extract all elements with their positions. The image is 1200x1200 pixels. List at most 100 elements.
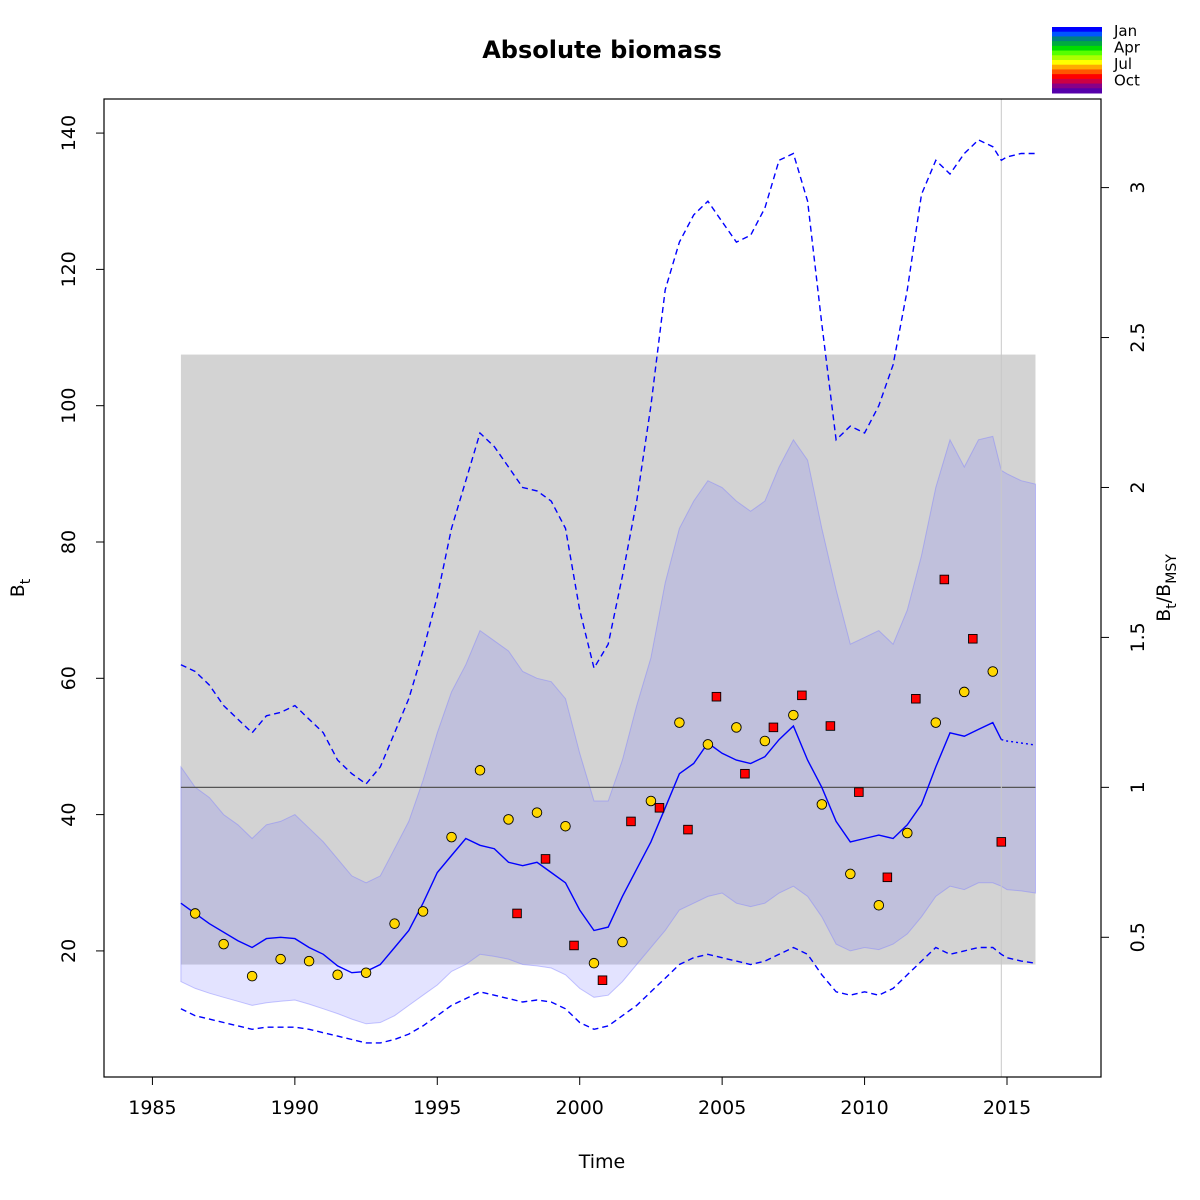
y-tick-label: 60 — [58, 666, 80, 690]
y2-label-num-sub: t — [1164, 603, 1180, 609]
x-tick-label: 2000 — [556, 1097, 604, 1119]
x-tick-label: 1990 — [271, 1097, 319, 1119]
obs-index2-point — [654, 803, 665, 813]
series-lines-layer — [180, 99, 1036, 1077]
x-tick-label: 1995 — [413, 1097, 461, 1119]
y2-label-den: B — [1153, 584, 1175, 597]
obs-index1-point — [702, 739, 714, 750]
ci-band-layer — [180, 435, 1036, 1025]
obs-index2-point — [854, 787, 864, 797]
obs-index1-point — [816, 799, 828, 810]
obs-index1-point — [987, 666, 999, 677]
obs-index1-point — [303, 955, 315, 967]
y2-tick-label: 2 — [1127, 481, 1149, 493]
legend-swatch — [1052, 41, 1102, 47]
ci-band — [180, 435, 1036, 1025]
obs-index1-point — [588, 957, 600, 969]
obs-index1-point — [788, 709, 799, 721]
obs-index1-point — [902, 827, 913, 839]
x-axis-label: Time — [578, 1151, 626, 1173]
y2-tick-label: 0.5 — [1127, 922, 1149, 952]
legend-label: Apr — [1114, 39, 1141, 57]
legend-swatch — [1052, 50, 1102, 56]
obs-index2-point — [797, 690, 807, 701]
obs-index2-point — [740, 768, 750, 779]
y-tick-label: 140 — [58, 115, 80, 151]
obs-index1-point — [503, 814, 514, 825]
obs-index1-point — [873, 900, 885, 911]
legend-swatch — [1052, 60, 1102, 66]
y2-axis-label: Bt/BMSY — [1153, 554, 1180, 622]
obs-index1-point — [560, 820, 571, 832]
y2-label-num: B — [1153, 609, 1175, 622]
bmsy-ci-rect — [180, 354, 1036, 965]
legend-swatch — [1052, 27, 1102, 33]
estimate-line — [180, 721, 1002, 974]
obs-index1-point — [446, 831, 457, 843]
y2-tick-label: 2.5 — [1127, 322, 1149, 352]
ci-lower-line — [180, 946, 1036, 1044]
obs-index1-point — [959, 686, 970, 698]
obs-index2-point — [939, 574, 950, 585]
x-axis: 1985 1990 1995 2000 2005 2010 2015 — [128, 1076, 1031, 1119]
obs-index1-point — [332, 969, 343, 981]
obs-index2-point — [996, 837, 1007, 847]
legend-label: Jul — [1113, 55, 1132, 73]
legend-swatch — [1052, 78, 1102, 85]
obs-index2-point — [626, 816, 636, 827]
legend-swatch — [1052, 55, 1102, 61]
obs-index1-point — [246, 970, 258, 982]
x-tick-label: 1985 — [128, 1097, 176, 1119]
y2-axis: 0.5 1 1.5 2 2.5 3 — [1100, 182, 1149, 952]
y2-label-den-sub: MSY — [1164, 554, 1180, 584]
chart-title: Absolute biomass — [482, 36, 722, 64]
y-axis-label-sub: t — [18, 578, 34, 584]
y2-tick-label: 1 — [1127, 781, 1149, 793]
legend-swatch — [1052, 83, 1102, 89]
y2-tick-label: 1.5 — [1127, 622, 1149, 652]
obs-index1-point — [531, 807, 543, 818]
obs-index2-point — [711, 691, 722, 702]
y-tick-label: 80 — [58, 530, 80, 554]
x-tick-label: 2005 — [698, 1097, 746, 1119]
y2-label-slash: / — [1153, 596, 1175, 603]
obs-index1-point — [389, 918, 400, 929]
y2-tick-label: 3 — [1127, 182, 1149, 194]
obs-index1-point — [674, 717, 685, 728]
legend-swatch — [1052, 64, 1102, 70]
y-tick-label: 40 — [58, 803, 80, 827]
x-tick-label: 2010 — [840, 1097, 888, 1119]
obs-index2-point — [911, 693, 921, 704]
obs-index1-point — [474, 765, 486, 776]
obs-index1-point — [189, 908, 201, 919]
legend-swatch — [1052, 36, 1102, 42]
obs-index1-point — [275, 953, 286, 965]
legend-swatch — [1052, 31, 1102, 37]
obs-index1-point — [845, 868, 856, 880]
obs-index2-point — [882, 872, 893, 883]
legend-swatch — [1052, 88, 1102, 94]
y-tick-label: 120 — [58, 251, 80, 287]
legend-swatch — [1052, 45, 1102, 52]
obs-index1-point — [417, 906, 429, 917]
obs-index2-point — [512, 908, 522, 919]
bmsy-ci-rect-layer — [180, 354, 1036, 965]
x-tick-label: 2015 — [983, 1097, 1031, 1119]
obs-index2-point — [968, 634, 978, 644]
obs-index2-point — [597, 975, 608, 985]
obs-index1-point — [930, 717, 942, 728]
obs-index1-point — [218, 938, 229, 950]
y-axis: 20 40 60 80 100 120 140 — [58, 115, 105, 963]
obs-index1-point — [617, 936, 628, 948]
obs-index2-point — [768, 722, 779, 733]
legend-swatch — [1052, 69, 1102, 75]
obs-index2-point — [825, 721, 836, 731]
y-tick-label: 100 — [58, 388, 80, 424]
obs-index2-point — [540, 854, 551, 864]
obs-index1-point — [360, 967, 372, 978]
y-tick-label: 20 — [58, 939, 80, 963]
obs-index1-point — [759, 735, 771, 747]
obs-index2-point — [683, 824, 693, 835]
